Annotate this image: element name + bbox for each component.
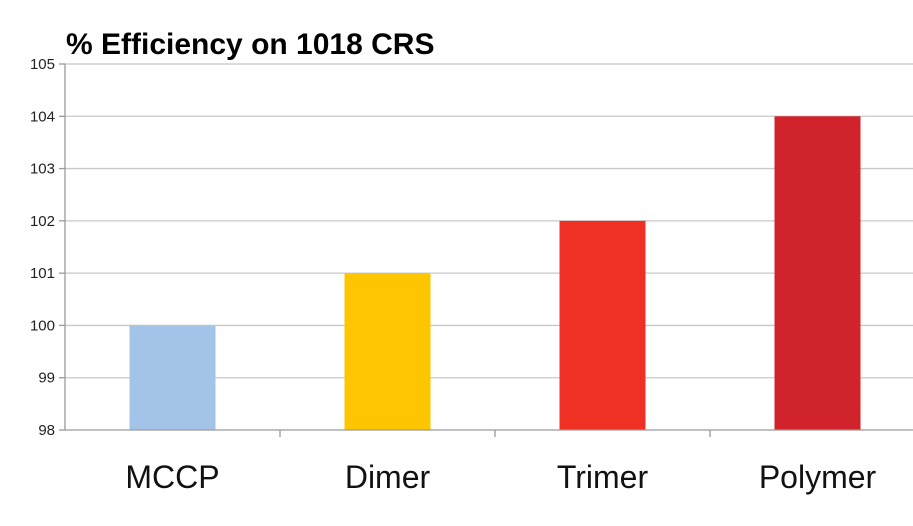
bar-trimer [559, 220, 646, 430]
x-tick-label: Dimer [345, 459, 431, 495]
y-tick-label: 102 [30, 213, 55, 230]
bar-polymer [774, 116, 861, 431]
x-tick-label: Polymer [759, 459, 877, 495]
chart-title: % Efficiency on 1018 CRS [66, 28, 434, 61]
x-tick-label: Trimer [557, 459, 649, 495]
y-tick-label: 100 [30, 317, 55, 334]
y-tick-label: 103 [30, 161, 55, 178]
x-axis-ticks: MCCP Dimer Trimer Polymer [125, 459, 876, 495]
x-tick-label: MCCP [125, 459, 219, 495]
bar-dimer [344, 273, 431, 430]
y-tick-label: 99 [38, 370, 55, 387]
y-axis-ticks: 98 99 100 101 102 103 104 105 [30, 56, 65, 439]
y-tick-label: 105 [30, 56, 55, 73]
bars [129, 116, 861, 431]
axes [64, 64, 913, 437]
y-tick-label: 101 [30, 265, 55, 282]
y-tick-label: 104 [30, 108, 55, 125]
bar-mccp [129, 325, 216, 430]
y-tick-label: 98 [38, 422, 55, 439]
